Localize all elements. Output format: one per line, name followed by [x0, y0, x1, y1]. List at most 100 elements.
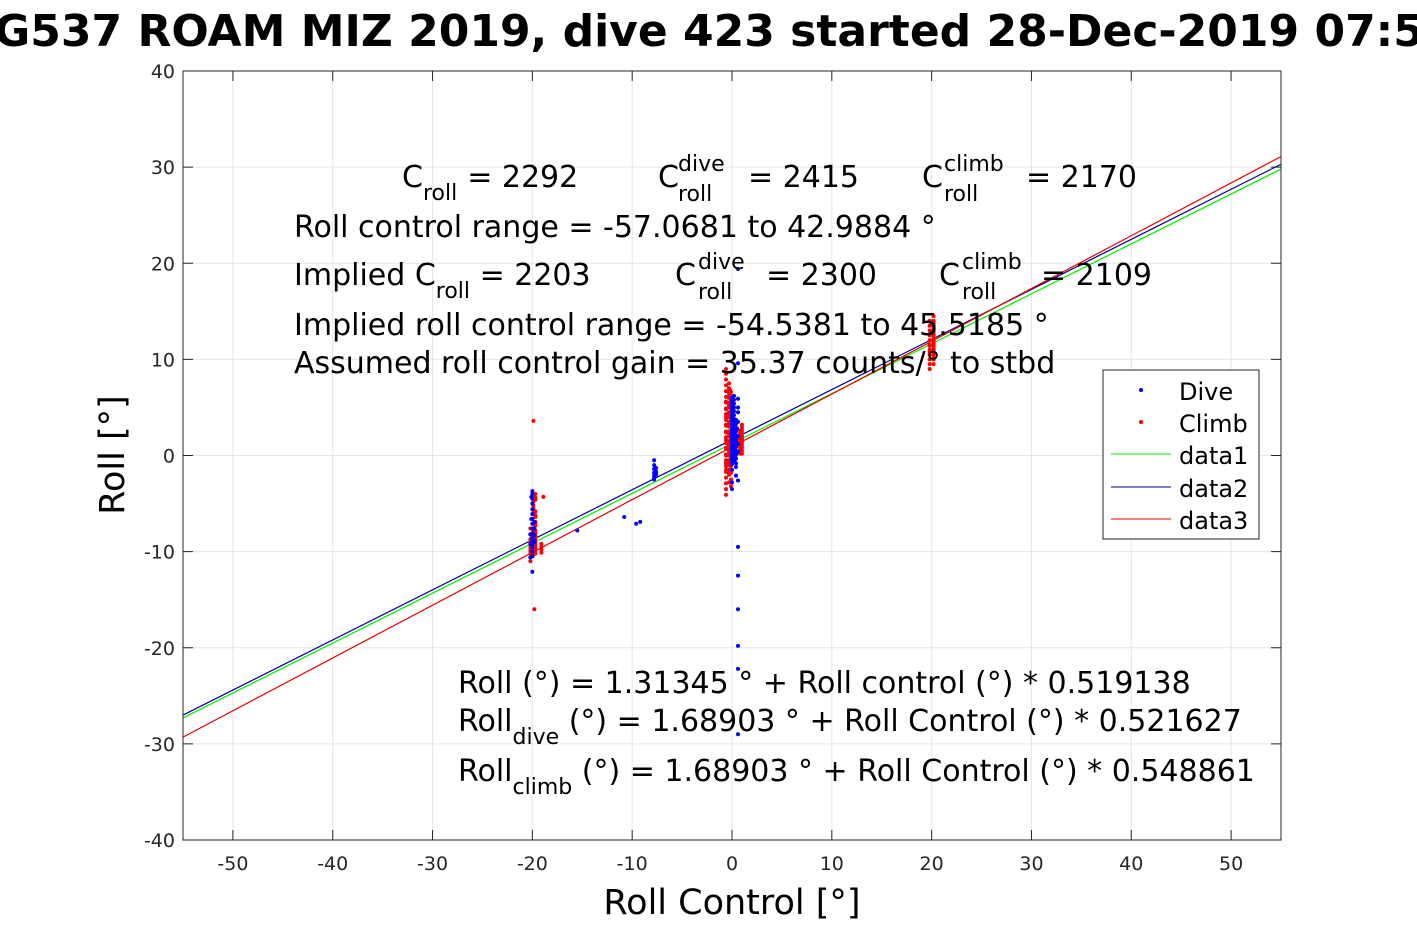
dive-point — [530, 569, 535, 574]
climb-point — [931, 341, 936, 346]
dive-point — [530, 549, 535, 554]
climb-point — [927, 318, 932, 323]
climb-point — [531, 418, 536, 423]
dive-point — [735, 396, 740, 401]
x-tick-label: 40 — [1119, 853, 1143, 875]
x-tick-label: -40 — [317, 853, 348, 875]
climb-point — [739, 442, 744, 447]
climb-point — [931, 314, 936, 319]
climb-point — [739, 422, 744, 427]
climb-point — [931, 335, 936, 340]
y-axis-label: Roll [°] — [93, 395, 133, 515]
climb-point — [724, 458, 729, 463]
annotation-c-roll-dive-value: = 2415 — [748, 160, 859, 195]
annotation-c-roll-climb: C — [922, 160, 943, 195]
x-tick-label: 10 — [820, 853, 844, 875]
climb-point — [533, 509, 538, 514]
climb-point — [931, 352, 936, 357]
dive-point — [733, 439, 738, 444]
y-tick-label: 10 — [151, 349, 175, 371]
climb-point — [528, 559, 533, 564]
annotation-implied-c-roll: Implied Croll = 2203 — [294, 258, 591, 304]
annotation-implied-c-roll-climb-sub: roll — [962, 280, 996, 305]
y-tick-label: -20 — [144, 638, 175, 660]
dive-point — [528, 541, 533, 546]
legend-marker-climb — [1139, 420, 1143, 424]
climb-point — [539, 544, 544, 549]
climb-point — [739, 448, 744, 453]
x-tick-label: 20 — [920, 853, 944, 875]
dive-point — [652, 477, 657, 482]
dive-point — [731, 401, 736, 406]
x-tick-label: -50 — [217, 853, 248, 875]
legend-label-climb: Climb — [1179, 410, 1248, 438]
legend-label-dive: Dive — [1179, 378, 1233, 406]
x-tick-label: 50 — [1219, 853, 1243, 875]
climb-point — [728, 388, 733, 393]
climb-point — [927, 338, 932, 343]
climb-point — [724, 467, 729, 472]
dive-point — [532, 519, 537, 524]
dive-point — [730, 462, 734, 467]
y-tick-label: -40 — [144, 830, 175, 852]
annotation-c-roll-climb-sub: roll — [944, 182, 978, 207]
climb-point — [931, 338, 936, 343]
dive-point — [529, 494, 534, 499]
climb-point — [533, 551, 538, 556]
dive-point — [532, 533, 537, 538]
dive-point — [735, 441, 740, 446]
climb-point — [727, 467, 732, 472]
climb-point — [927, 333, 932, 338]
legend: Dive Climb data1 data2 data3 — [1102, 369, 1260, 540]
dive-point — [530, 501, 535, 506]
dive-point — [654, 465, 659, 470]
calibration-annotations: Croll = 2292 C dive roll = 2415 C climb r… — [294, 152, 1152, 381]
dive-point — [730, 487, 734, 492]
y-tick-label: -10 — [144, 542, 175, 564]
dive-point — [530, 507, 535, 512]
x-tick-label: -30 — [417, 853, 448, 875]
x-tick-label: 0 — [726, 853, 738, 875]
climb-point — [739, 440, 744, 445]
dive-point — [735, 419, 740, 424]
climb-point — [724, 422, 729, 427]
climb-point — [724, 383, 729, 388]
climb-point — [927, 357, 932, 362]
legend-marker-dive — [1139, 388, 1143, 392]
x-tick-label: -20 — [517, 853, 548, 875]
climb-point — [931, 362, 936, 367]
climb-point — [739, 445, 744, 450]
climb-point — [931, 320, 936, 325]
annotation-gain: Assumed roll control gain = 35.37 counts… — [294, 346, 1055, 381]
dive-point — [735, 405, 740, 410]
dive-point — [735, 573, 740, 578]
annotation-implied-c-roll-dive-sub: roll — [698, 280, 732, 305]
climb-point — [724, 407, 729, 412]
x-tick-label: -10 — [617, 853, 648, 875]
dive-point — [735, 267, 740, 272]
dive-point — [731, 405, 736, 410]
dive-point — [622, 515, 627, 520]
dive-point — [735, 449, 740, 454]
dive-point — [735, 607, 740, 612]
climb-point — [739, 431, 744, 436]
y-tick-label: 20 — [151, 253, 175, 275]
annotation-fit-climb: Rollclimb (°) = 1.68903 ° + Roll Control… — [458, 754, 1255, 800]
annotation-implied-c-roll-dive-value: = 2300 — [766, 258, 877, 293]
legend-label-data2: data2 — [1179, 475, 1248, 503]
dive-point — [532, 540, 537, 545]
annotation-implied-range: Implied roll control range = -54.5381 to… — [294, 308, 1049, 343]
dive-point — [634, 521, 639, 526]
climb-point — [724, 389, 729, 394]
climb-point — [541, 494, 546, 499]
climb-point — [739, 437, 744, 442]
dive-point — [532, 526, 537, 531]
legend-label-data3: data3 — [1179, 507, 1248, 535]
y-tick-label: -30 — [144, 734, 175, 756]
climb-point — [539, 547, 544, 552]
climb-point — [927, 349, 932, 354]
dive-point — [733, 456, 738, 461]
fit-annotations: Roll (°) = 1.31345 ° + Roll control (°) … — [458, 666, 1255, 800]
dive-points — [528, 267, 740, 737]
plot-frame — [182, 70, 1282, 841]
